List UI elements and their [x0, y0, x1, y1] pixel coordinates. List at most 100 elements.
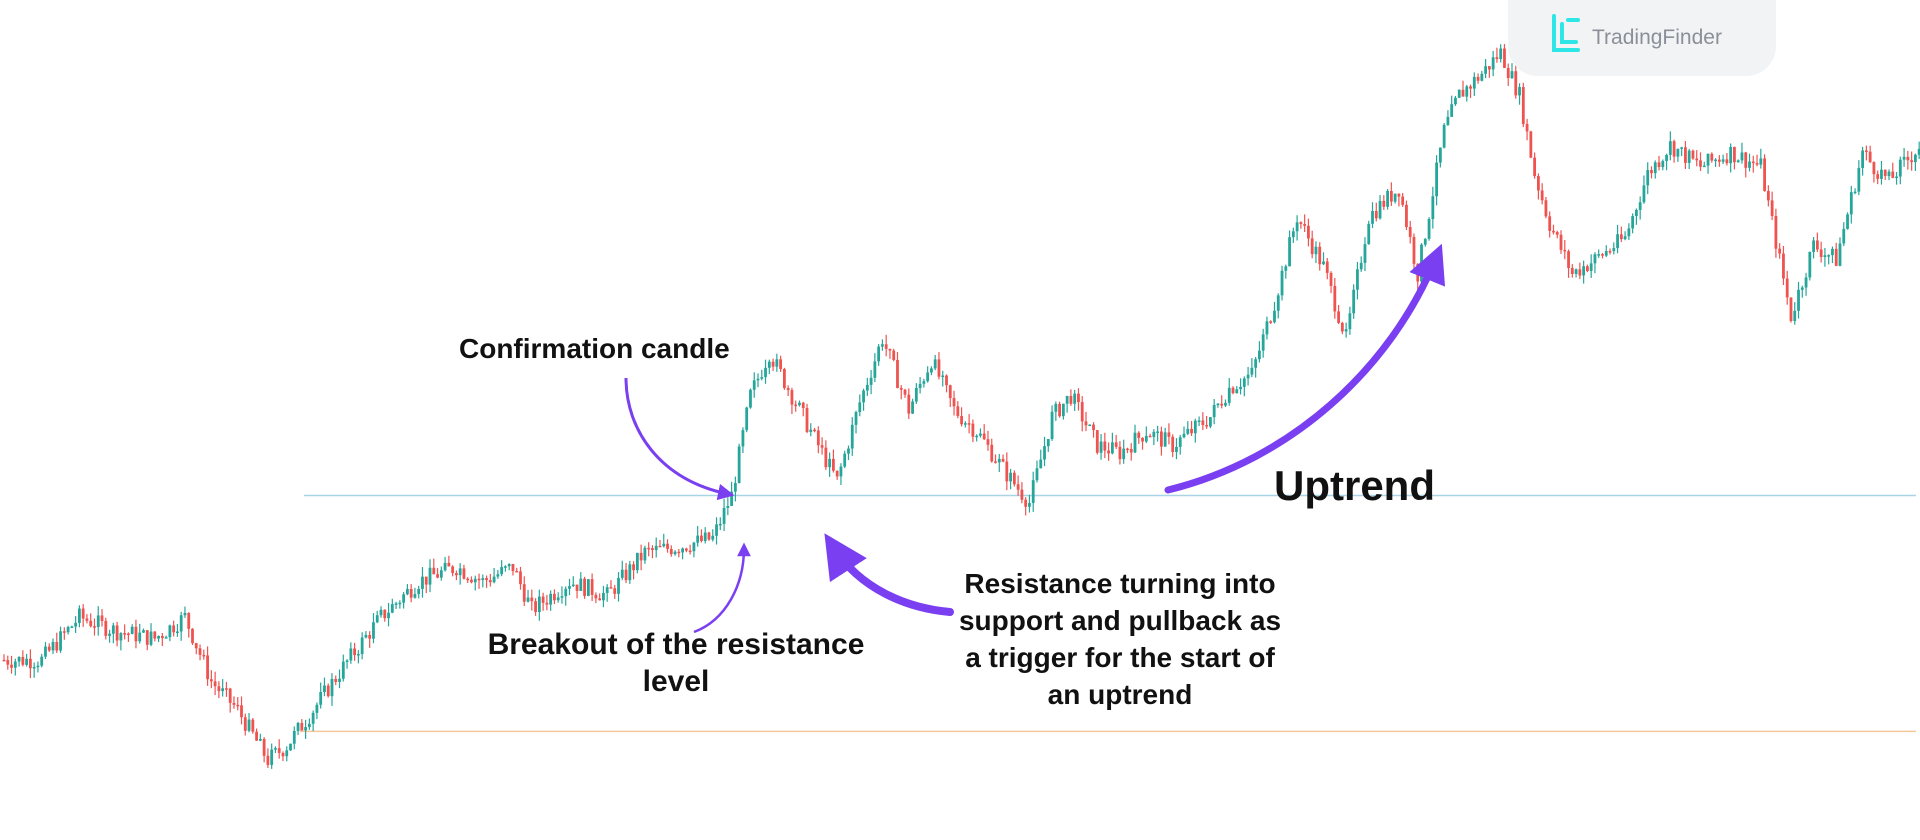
bullish-candle	[1182, 433, 1186, 438]
bullish-candle	[1099, 441, 1103, 453]
bullish-candle	[428, 567, 432, 585]
bullish-candle	[372, 622, 375, 639]
bullish-candle	[304, 727, 307, 731]
bullish-candle	[711, 535, 715, 540]
bullish-candle	[1009, 472, 1012, 482]
bullish-candle	[1676, 148, 1680, 157]
bullish-candle	[760, 377, 764, 379]
bearish-candle	[907, 394, 911, 414]
bullish-candle	[741, 430, 745, 447]
bullish-candle	[1197, 420, 1201, 422]
bullish-candle	[1438, 147, 1442, 163]
bullish-candle	[1288, 237, 1291, 267]
bearish-candle	[81, 608, 85, 619]
bullish-candle	[36, 665, 40, 668]
bearish-candle	[990, 444, 994, 462]
bullish-candle	[51, 641, 55, 651]
bullish-candle	[1054, 403, 1058, 412]
bearish-candle	[1834, 248, 1838, 266]
bearish-candle	[134, 626, 138, 642]
bullish-candle	[439, 570, 443, 578]
bullish-candle	[696, 535, 700, 543]
bearish-candle	[1578, 269, 1582, 276]
bearish-candle	[779, 359, 783, 369]
bullish-candle	[417, 588, 421, 595]
bearish-candle	[700, 535, 703, 542]
bearish-candle	[85, 618, 89, 621]
bullish-candle	[1898, 159, 1902, 177]
bullish-candle	[1216, 403, 1220, 406]
bullish-candle	[730, 491, 734, 506]
bearish-candle	[639, 552, 643, 561]
bullish-candle	[1322, 261, 1325, 265]
bullish-candle	[1186, 428, 1190, 434]
bullish-candle	[877, 346, 881, 362]
bullish-candle	[274, 748, 277, 750]
bearish-candle	[1024, 499, 1028, 507]
bullish-candle	[142, 630, 145, 633]
bullish-candle	[718, 523, 722, 526]
bullish-candle	[311, 712, 315, 724]
bearish-candle	[202, 654, 206, 657]
bearish-candle	[1016, 484, 1020, 490]
bullish-candle	[349, 648, 353, 661]
bearish-candle	[1691, 150, 1695, 159]
bullish-candle	[1386, 190, 1389, 207]
bullish-candle	[1653, 162, 1657, 174]
bullish-candle	[1714, 159, 1717, 162]
bearish-candle	[104, 620, 108, 636]
bullish-candle	[1642, 185, 1646, 203]
bullish-candle	[1861, 150, 1865, 168]
bearish-candle	[888, 348, 892, 351]
bearish-candle	[6, 660, 10, 665]
bullish-candle	[1250, 367, 1254, 375]
bearish-candle	[217, 686, 221, 692]
bearish-candle	[2, 659, 6, 662]
bullish-candle	[703, 532, 707, 542]
bullish-candle	[1665, 154, 1668, 161]
bullish-candle	[692, 542, 696, 552]
bullish-candle	[1706, 153, 1710, 166]
bullish-candle	[1363, 244, 1367, 263]
bullish-candle	[1367, 223, 1371, 245]
bullish-candle	[564, 588, 568, 597]
bearish-candle	[1416, 263, 1420, 282]
bearish-candle	[209, 679, 213, 682]
bearish-candle	[1337, 311, 1340, 323]
bullish-candle	[579, 578, 583, 591]
bullish-candle	[1913, 154, 1917, 163]
bullish-candle	[1838, 243, 1842, 266]
breakout-label: Breakout of the resistance level	[474, 626, 878, 700]
bullish-candle	[1589, 263, 1593, 271]
bearish-candle	[1389, 190, 1393, 202]
bullish-candle	[1740, 152, 1744, 161]
bearish-candle	[127, 633, 130, 636]
bullish-candle	[1582, 266, 1586, 276]
bullish-candle	[443, 562, 447, 571]
bullish-candle	[911, 401, 914, 414]
bullish-candle	[1759, 158, 1763, 165]
bearish-candle	[1755, 163, 1759, 165]
bearish-candle	[1058, 403, 1061, 417]
bullish-candle	[1046, 439, 1050, 447]
bearish-candle	[409, 588, 413, 598]
bearish-candle	[1868, 151, 1872, 163]
bullish-candle	[421, 576, 424, 589]
bearish-candle	[651, 548, 654, 551]
pullback-arrow	[824, 533, 954, 616]
bullish-candle	[1827, 255, 1831, 257]
bullish-candle	[1276, 295, 1280, 311]
bullish-candle	[737, 446, 741, 483]
bearish-candle	[511, 563, 515, 571]
bullish-candle	[481, 578, 485, 580]
bullish-candle	[862, 390, 865, 403]
bearish-candle	[1789, 297, 1793, 321]
bearish-candle	[956, 406, 960, 417]
bearish-candle	[466, 578, 470, 581]
bearish-candle	[1555, 232, 1559, 235]
bullish-candle	[289, 743, 292, 751]
bearish-candle	[1684, 147, 1687, 163]
bearish-candle	[1095, 430, 1099, 453]
bearish-candle	[960, 416, 963, 425]
bearish-candle	[432, 567, 436, 575]
